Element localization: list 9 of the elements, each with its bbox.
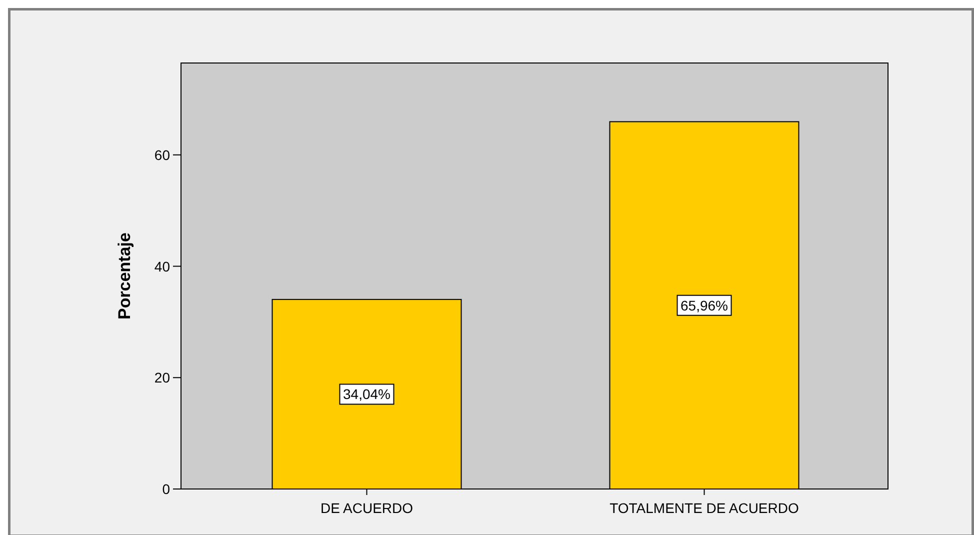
x-tick-label: DE ACUERDO: [320, 500, 414, 516]
y-tick-label: 20: [154, 370, 170, 386]
x-tick-label: TOTALMENTE DE ACUERDO: [610, 500, 799, 516]
data-label: 65,96%: [680, 297, 728, 314]
y-tick-label: 40: [154, 258, 170, 274]
data-label: 34,04%: [343, 386, 390, 402]
y-tick-label: 60: [154, 146, 170, 163]
y-tick-label: 0: [162, 481, 170, 497]
y-axis-title: Porcentaje: [115, 232, 134, 320]
